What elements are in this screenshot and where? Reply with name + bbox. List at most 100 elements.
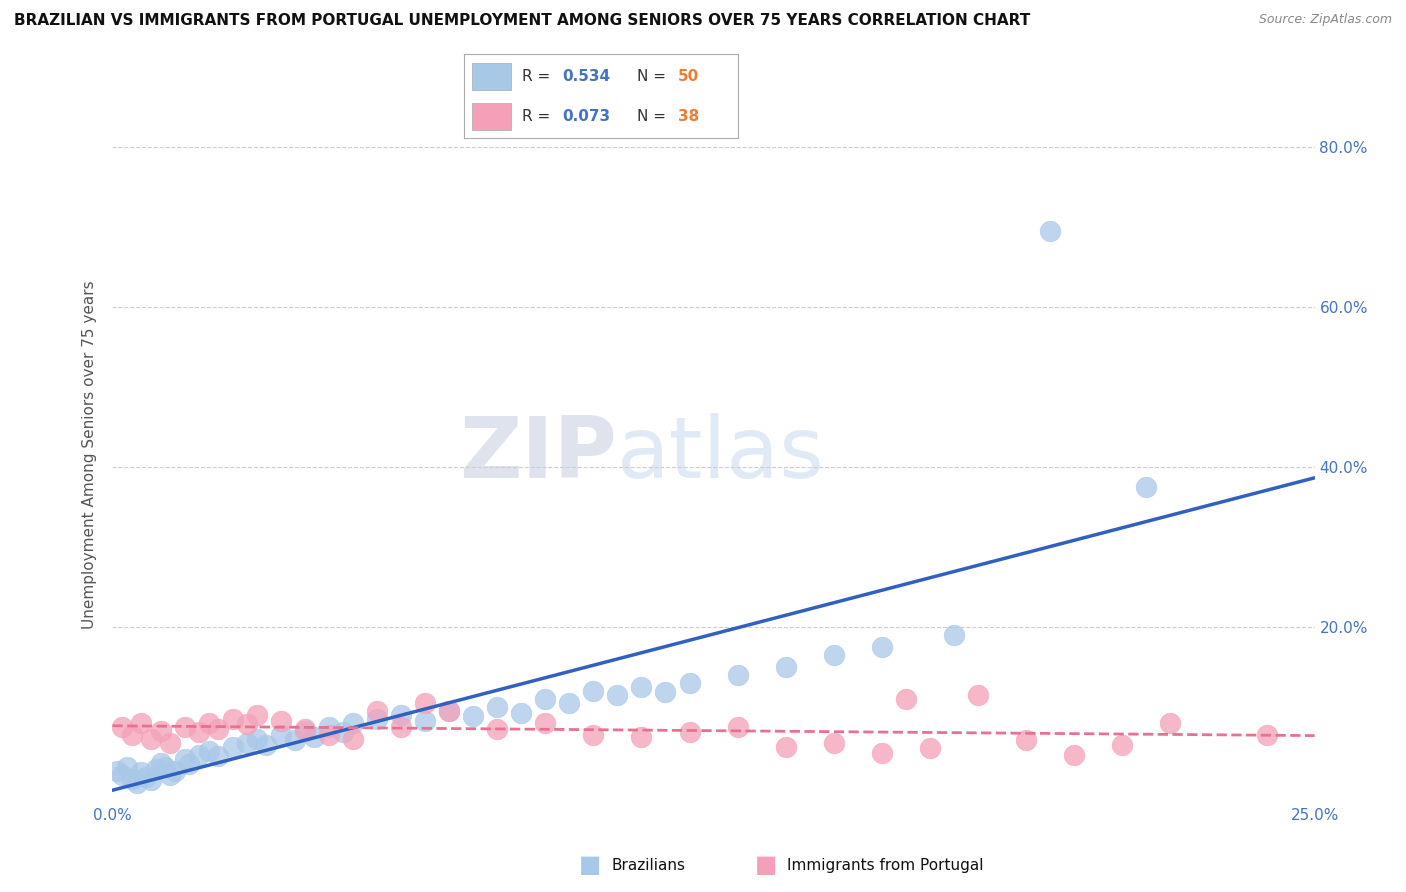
Point <box>1111 738 1133 752</box>
Point <box>606 688 628 702</box>
Point <box>775 660 797 674</box>
Point <box>942 628 965 642</box>
Bar <box>472 103 510 130</box>
Point <box>727 668 749 682</box>
Point <box>486 699 509 714</box>
Text: 0.534: 0.534 <box>562 69 610 84</box>
Text: 38: 38 <box>678 109 699 124</box>
Point <box>775 739 797 754</box>
Point <box>145 762 167 776</box>
Point <box>246 731 269 746</box>
Point <box>461 709 484 723</box>
Point <box>135 770 157 784</box>
Point <box>254 738 277 752</box>
Point <box>149 756 172 770</box>
Point <box>366 704 388 718</box>
Point <box>727 720 749 734</box>
Point <box>197 715 219 730</box>
Text: ZIP: ZIP <box>460 413 617 497</box>
Point <box>318 728 340 742</box>
Point <box>304 730 326 744</box>
Point <box>1015 733 1038 747</box>
Point <box>111 720 134 734</box>
Point <box>270 714 292 729</box>
Point <box>918 741 941 756</box>
Point <box>1039 224 1062 238</box>
Point <box>222 712 245 726</box>
Point <box>149 723 172 738</box>
Text: R =: R = <box>522 69 555 84</box>
Text: Immigrants from Portugal: Immigrants from Portugal <box>787 858 984 872</box>
Point <box>366 712 388 726</box>
Point <box>121 772 143 786</box>
Point <box>678 725 700 739</box>
Point <box>413 696 436 710</box>
Point <box>188 747 211 762</box>
Point <box>1135 480 1157 494</box>
Point <box>558 696 581 710</box>
Point <box>823 648 845 662</box>
Point <box>534 715 557 730</box>
Point <box>1256 728 1278 742</box>
Text: ■: ■ <box>579 854 602 877</box>
Point <box>1063 747 1085 762</box>
Point <box>236 717 259 731</box>
Text: N =: N = <box>637 69 671 84</box>
Point <box>630 730 652 744</box>
Point <box>159 736 181 750</box>
Point <box>582 728 605 742</box>
Point <box>163 764 186 778</box>
Point <box>125 776 148 790</box>
Point <box>342 715 364 730</box>
Point <box>179 757 201 772</box>
Point <box>534 691 557 706</box>
Point <box>870 640 893 654</box>
Text: 0.073: 0.073 <box>562 109 610 124</box>
Point <box>342 731 364 746</box>
Point <box>582 683 605 698</box>
Text: Brazilians: Brazilians <box>612 858 686 872</box>
Point <box>413 714 436 729</box>
Point <box>284 733 307 747</box>
Point <box>222 739 245 754</box>
Text: N =: N = <box>637 109 671 124</box>
Point <box>318 720 340 734</box>
Point <box>437 704 460 718</box>
Point <box>967 688 990 702</box>
Point <box>678 676 700 690</box>
Bar <box>472 62 510 90</box>
Point <box>207 723 229 737</box>
Point <box>131 765 153 780</box>
Point <box>1159 715 1181 730</box>
Point <box>870 746 893 760</box>
Point <box>389 707 412 722</box>
Point <box>510 706 533 721</box>
Text: ■: ■ <box>755 854 778 877</box>
Point <box>389 720 412 734</box>
Point <box>294 723 316 737</box>
Point <box>139 731 162 746</box>
Point <box>294 723 316 738</box>
Point <box>654 685 676 699</box>
Point <box>437 704 460 718</box>
Point <box>197 744 219 758</box>
Point <box>105 764 128 778</box>
Point <box>139 773 162 788</box>
Point <box>115 760 138 774</box>
Point <box>131 715 153 730</box>
Point <box>173 720 195 734</box>
Point <box>894 691 917 706</box>
Point <box>270 728 292 742</box>
Point <box>630 680 652 694</box>
Point <box>823 736 845 750</box>
Point <box>486 723 509 737</box>
Point <box>155 760 177 774</box>
Point <box>159 768 181 782</box>
Point <box>207 749 229 764</box>
Text: 50: 50 <box>678 69 699 84</box>
Text: atlas: atlas <box>617 413 825 497</box>
Text: BRAZILIAN VS IMMIGRANTS FROM PORTUGAL UNEMPLOYMENT AMONG SENIORS OVER 75 YEARS C: BRAZILIAN VS IMMIGRANTS FROM PORTUGAL UN… <box>14 13 1031 29</box>
Text: R =: R = <box>522 109 555 124</box>
Point <box>121 728 143 742</box>
Point <box>173 752 195 766</box>
